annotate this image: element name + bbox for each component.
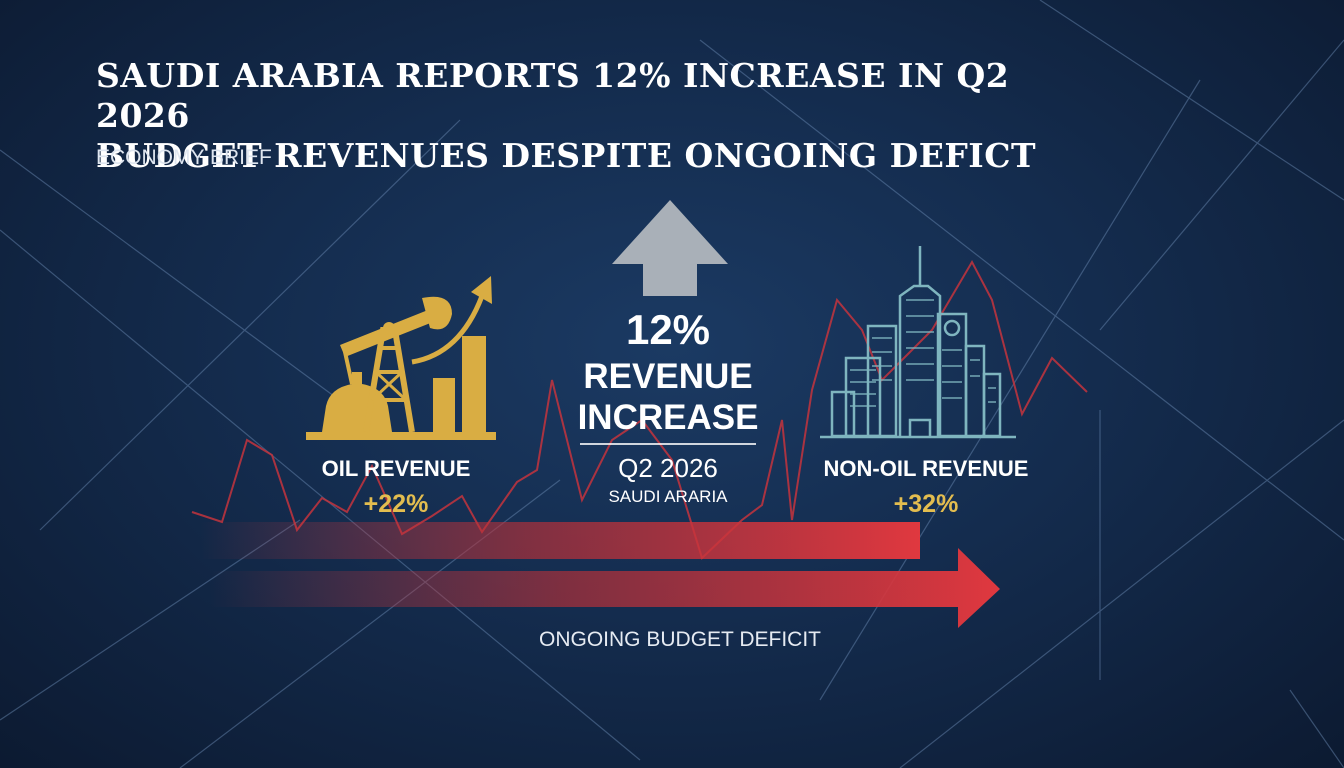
right-arrow-icon <box>210 548 1000 628</box>
rising-arrow-icon <box>411 295 485 365</box>
increase-label-revenue: REVENUE <box>583 357 753 396</box>
pumpjack-icon <box>306 296 496 440</box>
increase-label-increase: INCREASE <box>577 398 759 437</box>
oil-revenue-change: +22% <box>363 490 429 518</box>
headline: SAUDI ARABIA REPORTS 12% INCREASE IN Q2 … <box>96 56 1096 176</box>
section-kicker: ECONOMY BRIEF <box>96 146 272 169</box>
non-oil-revenue-change: +32% <box>893 490 959 518</box>
deficit-label: ONGOING BUDGET DEFICIT <box>539 628 821 651</box>
headline-line-1: SAUDI ARABIA REPORTS 12% INCREASE IN Q2 … <box>96 56 1010 135</box>
headline-line-2: BUDGET REVENUES DESPITE ONGOING DEFICT <box>96 136 1037 175</box>
oil-revenue-label: OIL REVENUE <box>321 456 471 481</box>
region-label: SAUDI ARARIA <box>608 487 728 506</box>
period-label: Q2 2026 <box>618 453 718 483</box>
non-oil-revenue-label: NON-OIL REVENUE <box>823 456 1029 481</box>
center-divider <box>580 443 756 445</box>
revenue-bars-icon <box>433 336 486 436</box>
increase-percent: 12% <box>625 306 711 353</box>
deficit-bar-upper <box>200 522 920 559</box>
